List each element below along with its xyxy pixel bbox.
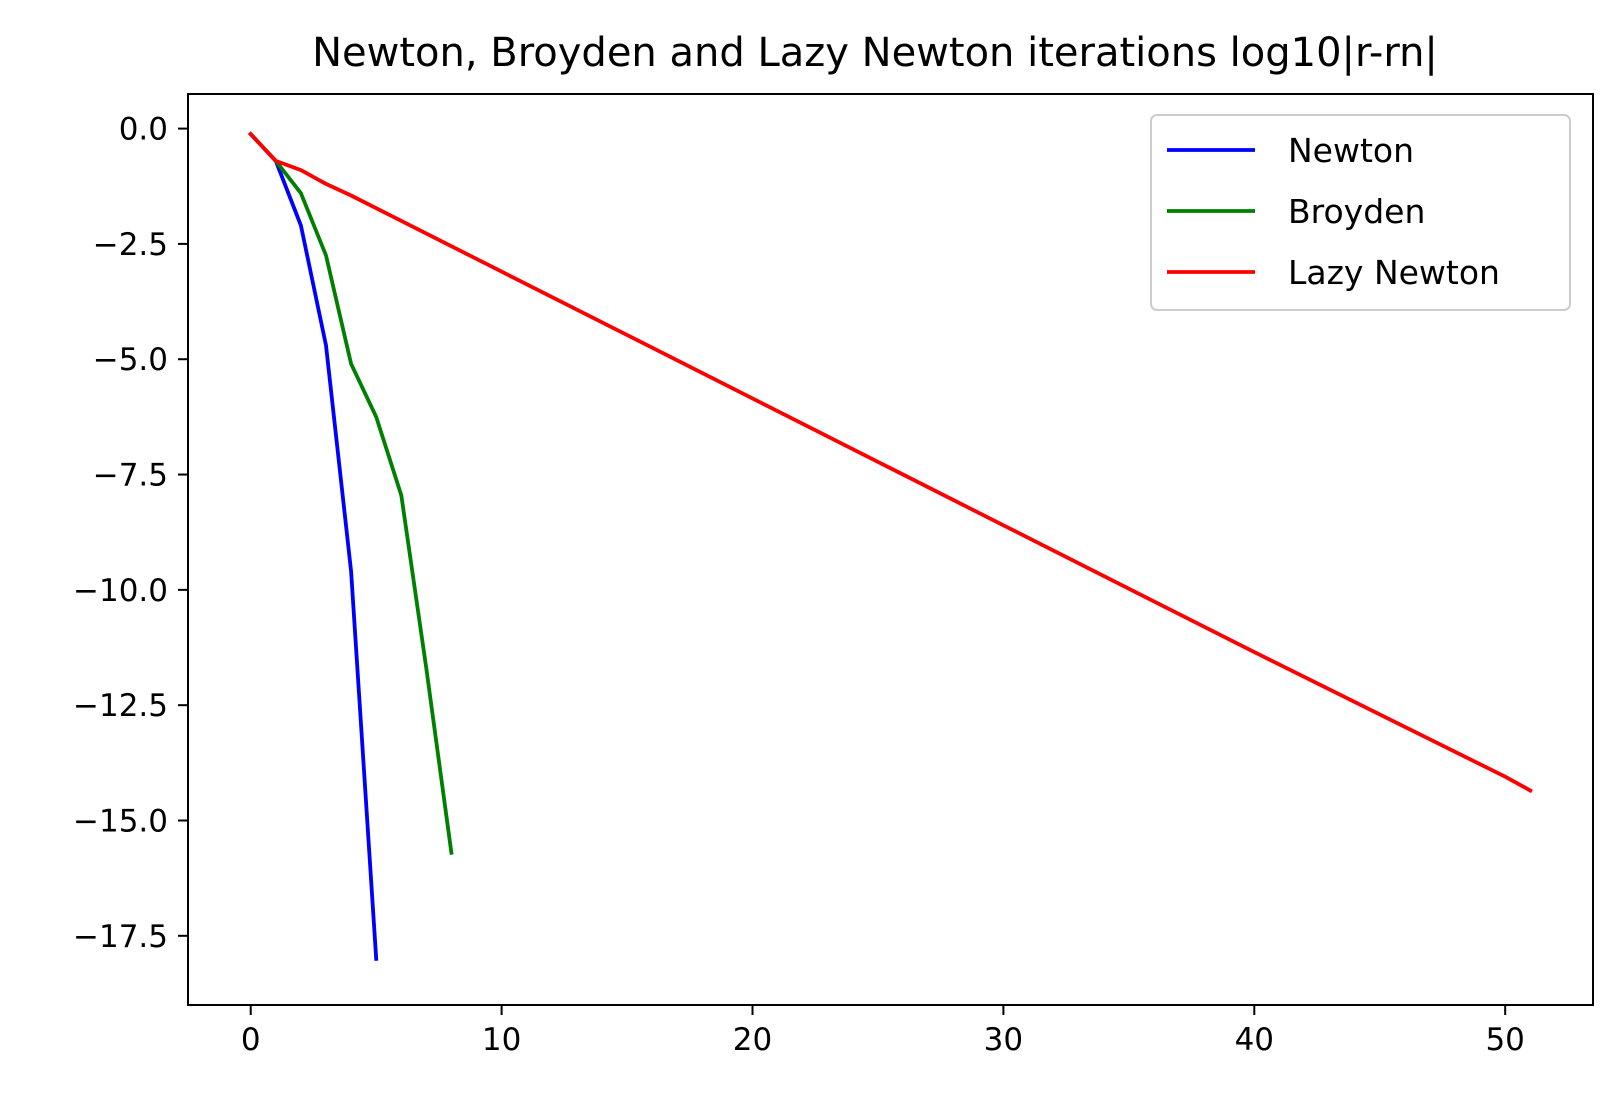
series-layer	[248, 131, 1533, 961]
ticks-layer: 0 10 20 30 40 50 0.0 −2.5 −5.0 −7.5 −10.0 −12.5 −15.…	[73, 112, 1525, 1058]
legend-label-broyden: Broyden	[1288, 192, 1425, 231]
y-tick-label: −12.5	[73, 688, 168, 724]
y-tick-label: −2.5	[93, 227, 168, 263]
series-line-lazy-newton	[248, 131, 1533, 794]
x-tick-label: 20	[733, 1022, 772, 1058]
plot-frame	[187, 93, 1594, 1006]
series-line-broyden	[248, 131, 454, 855]
y-tick-label: −5.0	[93, 342, 168, 378]
y-tick-label: −7.5	[93, 458, 168, 494]
legend-box	[1150, 114, 1571, 311]
y-tick-label: −15.0	[73, 803, 168, 839]
legend: Newton Broyden Lazy Newton	[1150, 114, 1571, 311]
legend-label-lazy-newton: Lazy Newton	[1288, 253, 1500, 292]
x-tick-label: 10	[482, 1022, 521, 1058]
x-tick-label: 40	[1235, 1022, 1274, 1058]
x-tick-label: 50	[1485, 1022, 1524, 1058]
x-tick-label: 0	[241, 1022, 261, 1058]
y-tick-label: 0.0	[119, 112, 168, 148]
series-line-newton	[248, 131, 379, 961]
chart-title: Newton, Broyden and Lazy Newton iteratio…	[312, 30, 1438, 76]
x-tick-label: 30	[984, 1022, 1023, 1058]
legend-label-newton: Newton	[1288, 131, 1414, 170]
y-tick-label: −10.0	[73, 573, 168, 609]
y-tick-label: −17.5	[73, 919, 168, 955]
